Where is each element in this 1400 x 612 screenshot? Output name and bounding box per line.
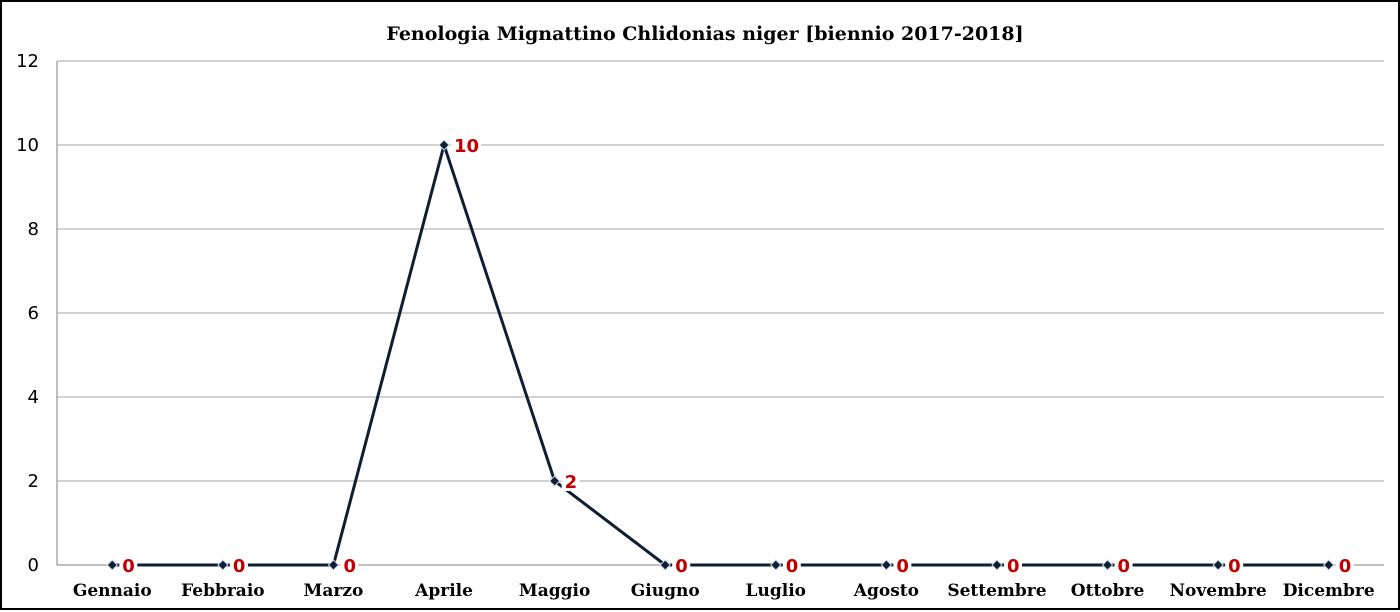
data-label: 0 <box>786 556 799 577</box>
y-tick-label: 12 <box>16 51 39 72</box>
data-label-background <box>561 471 580 491</box>
data-point <box>1323 559 1335 571</box>
chart-title: Fenologia Mignattino Chlidonias niger [b… <box>386 23 1023 45</box>
data-point <box>770 559 782 571</box>
data-point <box>991 559 1003 571</box>
data-label-background <box>1335 555 1354 575</box>
data-label: 0 <box>343 556 356 577</box>
data-point <box>327 559 340 571</box>
data-point <box>217 559 229 571</box>
data-label-background <box>672 555 691 575</box>
x-tick-label: Gennaio <box>73 581 152 601</box>
y-tick-label: 0 <box>28 555 39 576</box>
data-label-background <box>340 555 359 575</box>
x-tick-label: Settembre <box>947 581 1046 601</box>
data-label-background <box>1225 555 1244 575</box>
data-point <box>1101 559 1114 571</box>
data-label: 0 <box>1228 556 1241 577</box>
x-tick-label: Agosto <box>853 581 919 601</box>
data-label-background <box>782 555 801 575</box>
x-tick-label: Ottobre <box>1071 581 1145 601</box>
data-label: 0 <box>233 556 246 577</box>
data-label: 0 <box>1007 556 1020 577</box>
data-label: 2 <box>565 472 578 493</box>
data-point <box>1212 559 1224 571</box>
data-label-background <box>119 555 138 575</box>
data-point <box>659 559 671 571</box>
data-point <box>548 475 561 487</box>
series <box>106 139 1335 571</box>
data-label: 0 <box>675 556 688 577</box>
data-label: 10 <box>454 136 479 157</box>
data-label-background <box>229 555 248 575</box>
data-point <box>438 139 450 151</box>
x-tick-label: Dicembre <box>1283 581 1375 601</box>
x-tick-label: Aprile <box>414 581 473 601</box>
data-label: 0 <box>1339 556 1352 577</box>
data-label-background <box>893 555 912 575</box>
data-point <box>880 559 893 571</box>
y-tick-label: 8 <box>28 219 39 240</box>
grid-lines <box>57 60 1384 482</box>
data-point <box>106 559 118 571</box>
x-tick-label: Marzo <box>304 581 364 601</box>
x-tick-label: Febbraio <box>181 581 265 601</box>
y-tick-label: 4 <box>28 387 39 408</box>
data-label: 0 <box>1118 556 1131 577</box>
y-tick-label: 2 <box>28 471 39 492</box>
x-axis-ticks: Gennaio Febbraio Marzo Aprile Maggio Giugno Lu… <box>73 581 1375 601</box>
y-axis-ticks: 0 2 4 6 8 10 12 <box>16 51 39 576</box>
data-label-background <box>1114 555 1133 575</box>
data-label-background <box>451 135 482 155</box>
y-tick-label: 10 <box>16 135 39 156</box>
data-label: 0 <box>122 556 135 577</box>
y-tick-label: 6 <box>28 303 39 324</box>
data-label: 0 <box>896 556 909 577</box>
x-tick-label: Luglio <box>746 581 806 601</box>
x-tick-label: Giugno <box>631 581 700 601</box>
data-label-background <box>1003 555 1022 575</box>
x-tick-label: Maggio <box>519 581 590 601</box>
series-line <box>112 143 1329 567</box>
x-tick-label: Novembre <box>1170 581 1267 601</box>
